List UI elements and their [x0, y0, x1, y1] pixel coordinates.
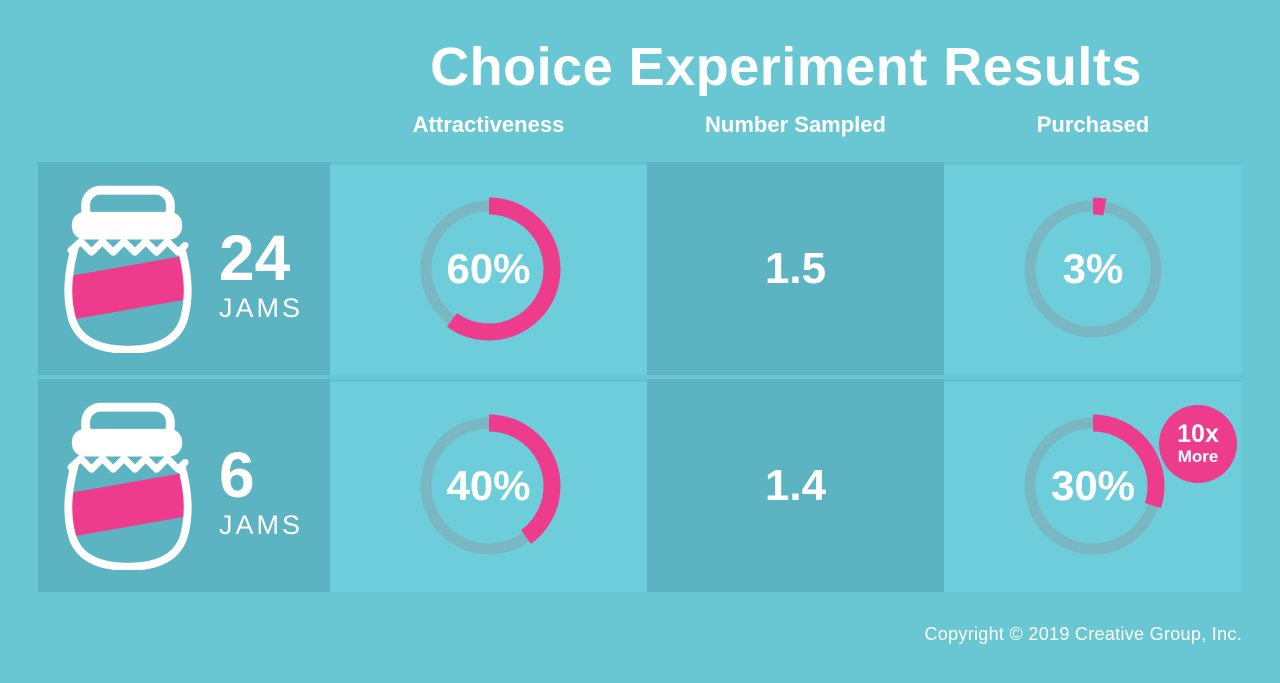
badge-multiplier: 10x	[1177, 420, 1219, 449]
badge-word: More	[1177, 446, 1219, 466]
donut-chart-purchased-24: 3%	[1018, 194, 1168, 344]
donut-value-label: 30%	[1050, 461, 1136, 509]
donut-chart-purchased-6: 30% 10x More	[1018, 404, 1237, 561]
jam-jar-icon	[64, 402, 192, 570]
results-table: 24 JAMS 60% 1.5 3%	[38, 162, 1242, 592]
donut-meter	[417, 197, 560, 340]
donut-chart-attractiveness-6: 40%	[414, 411, 564, 561]
donut-meter	[1021, 197, 1165, 340]
table-row-24-jams-label-cell: 24 JAMS	[38, 162, 330, 375]
column-header-attractiveness: Attractiveness	[412, 112, 565, 137]
purchased-cell-6: 30% 10x More	[944, 379, 1242, 592]
number-sampled-cell-24: 1.5	[647, 162, 944, 375]
donut-value-label: 40%	[446, 461, 531, 509]
attractiveness-cell-24: 60%	[330, 162, 647, 375]
ten-times-more-badge: 10x More	[1159, 404, 1237, 483]
donut-meter	[1021, 414, 1165, 557]
donut-meter	[417, 414, 560, 557]
number-sampled-value: 1.5	[764, 243, 827, 293]
jam-jar-icon	[64, 185, 192, 353]
donut-chart-attractiveness-24: 60%	[414, 194, 564, 344]
jar-unit: JAMS	[219, 509, 304, 540]
jar-unit: JAMS	[219, 292, 304, 323]
jar-count: 24	[219, 221, 291, 294]
number-sampled-value: 1.4	[764, 460, 827, 510]
number-sampled-cell-6: 1.4	[647, 379, 944, 592]
copyright-text: Copyright © 2019 Creative Group, Inc.	[924, 624, 1242, 644]
column-header-purchased: Purchased	[1036, 112, 1150, 137]
page-title: Choice Experiment Results	[430, 37, 1142, 97]
attractiveness-cell-6: 40%	[330, 379, 647, 592]
donut-value-label: 60%	[446, 244, 531, 292]
row-label: 24 JAMS	[219, 226, 303, 324]
row-label: 6 JAMS	[219, 443, 303, 541]
purchased-cell-24: 3%	[944, 162, 1242, 375]
column-header-number-sampled: Number Sampled	[705, 112, 886, 137]
donut-value-label: 3%	[1062, 244, 1124, 292]
table-row-6-jams-label-cell: 6 JAMS	[38, 379, 330, 592]
jar-count: 6	[219, 438, 255, 511]
